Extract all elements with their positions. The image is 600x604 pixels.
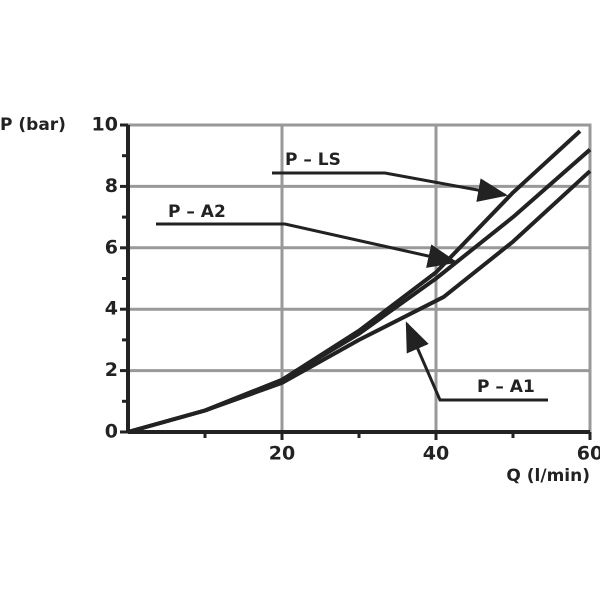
x-tick-label: 60: [577, 443, 600, 465]
leader-line: [405, 321, 548, 402]
series-label: P – LS: [285, 150, 341, 170]
y-axis-label: P (bar): [0, 115, 66, 135]
leader-line: [156, 222, 458, 268]
y-tick-label: 4: [105, 298, 118, 320]
y-tick-label: 8: [105, 175, 118, 197]
y-tick-label: 2: [105, 359, 118, 381]
x-axis-label: Q (l/min): [506, 466, 590, 486]
x-tick-label: 40: [423, 443, 449, 465]
series-label: P – A2: [168, 202, 226, 222]
y-tick-label: 10: [92, 114, 118, 136]
series-label: P – A1: [477, 377, 535, 397]
x-tick-label: 20: [269, 443, 295, 465]
line: [127, 169, 592, 434]
leader-line: [272, 171, 508, 202]
y-tick-label: 0: [105, 421, 118, 443]
y-tick-label: 6: [105, 236, 118, 258]
